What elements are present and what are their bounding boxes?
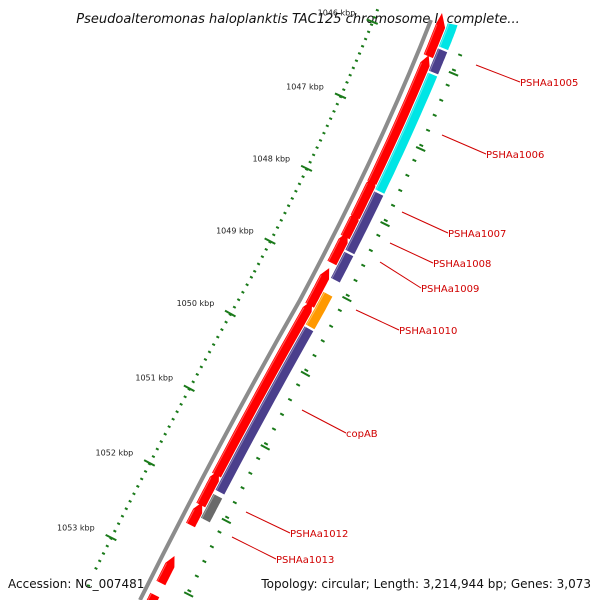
- genome-backbone: [138, 19, 433, 600]
- major-tick: [300, 164, 313, 172]
- scale-labels: 1046 kbp 1047 kbp 1048 kbp 1049 kbp 1050 kbp…: [57, 9, 355, 533]
- reverse-gene: [345, 191, 384, 255]
- forward-gene: [305, 268, 330, 308]
- gene-label: PSHAa1006: [486, 150, 544, 161]
- gene-label: PSHAa1013: [276, 555, 334, 566]
- forward-gene: [340, 209, 359, 240]
- forward-gene: [423, 13, 446, 59]
- kbp-label: 1047 kbp: [286, 82, 324, 91]
- kbp-label: 1053 kbp: [57, 523, 95, 532]
- gene-label: PSHAa1008: [433, 259, 491, 270]
- gene-label: PSHAa1010: [399, 326, 457, 337]
- forward-gene: [212, 300, 313, 478]
- major-tick: [264, 237, 276, 245]
- major-tick: [105, 533, 117, 542]
- forward-gene: [350, 175, 376, 220]
- kbp-label: 1052 kbp: [96, 449, 134, 458]
- orange-feature: [305, 291, 333, 330]
- scale-inner-ticks: [183, 53, 463, 598]
- forward-gene: [327, 231, 348, 266]
- reverse-strand-features: [200, 23, 458, 523]
- forward-gene: [367, 55, 430, 185]
- kbp-label: 1049 kbp: [216, 227, 254, 236]
- accession-text: Accession: NC_007481: [8, 577, 145, 591]
- reverse-gene: [215, 326, 314, 495]
- major-tick: [224, 309, 236, 318]
- rna-feature: [375, 72, 438, 194]
- forward-gene: [156, 556, 175, 586]
- scale-minor-ticks: [86, 8, 380, 587]
- gene-label: PSHAa1007: [448, 229, 506, 240]
- gene-label: copAB: [346, 429, 378, 440]
- gene-label: PSHAa1012: [290, 529, 348, 540]
- gene-labels: PSHAa1005 PSHAa1006 PSHAa1007 PSHAa1008 PSHA…: [231, 64, 578, 566]
- forward-gene: [146, 592, 160, 600]
- gene-label: PSHAa1009: [421, 284, 479, 295]
- kbp-label: 1051 kbp: [135, 374, 173, 383]
- gene-label: PSHAa1005: [520, 78, 578, 89]
- major-tick: [334, 92, 347, 100]
- map-title: Pseudoalteromonas haloplanktis TAC125 ch…: [76, 12, 519, 27]
- gray-feature: [200, 493, 223, 523]
- topology-text: Topology: circular; Length: 3,214,944 bp…: [261, 577, 591, 591]
- forward-gene: [196, 470, 220, 508]
- major-tick: [366, 18, 379, 25]
- major-tick: [143, 459, 156, 467]
- rna-feature: [438, 23, 458, 51]
- scale-major-ticks: [105, 18, 379, 542]
- kbp-label: 1046 kbp: [318, 9, 356, 18]
- major-tick: [183, 384, 195, 393]
- forward-strand-features: [146, 13, 446, 600]
- forward-gene: [186, 502, 203, 528]
- reverse-gene: [330, 251, 354, 283]
- kbp-label: 1048 kbp: [252, 154, 290, 163]
- reverse-gene: [428, 48, 448, 75]
- kbp-label: 1050 kbp: [177, 299, 215, 308]
